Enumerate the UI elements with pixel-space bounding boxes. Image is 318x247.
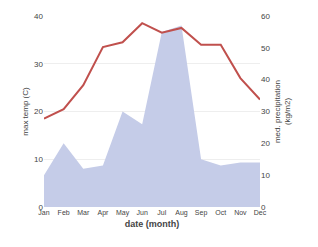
svg-text:Aug: Aug <box>175 209 188 217</box>
svg-text:Apr: Apr <box>97 209 109 217</box>
svg-text:40: 40 <box>34 12 43 21</box>
svg-text:Oct: Oct <box>215 209 226 216</box>
svg-text:Jun: Jun <box>137 209 148 216</box>
svg-text:date (month): date (month) <box>125 219 180 229</box>
svg-text:Sep: Sep <box>195 209 208 217</box>
svg-text:max temp (C): max temp (C) <box>21 87 30 136</box>
svg-text:med. precipitation(kg/m2): med. precipitation(kg/m2) <box>273 80 292 143</box>
svg-text:10: 10 <box>34 155 43 164</box>
svg-text:30: 30 <box>261 107 270 116</box>
svg-text:20: 20 <box>261 139 270 148</box>
svg-text:Nov: Nov <box>234 209 247 216</box>
svg-text:0: 0 <box>39 203 44 212</box>
svg-text:60: 60 <box>261 12 270 21</box>
svg-text:50: 50 <box>261 44 270 53</box>
svg-text:30: 30 <box>34 60 43 69</box>
svg-text:Mar: Mar <box>77 209 90 216</box>
svg-text:0: 0 <box>261 203 266 212</box>
svg-text:May: May <box>116 209 130 217</box>
svg-text:20: 20 <box>34 107 43 116</box>
svg-text:Feb: Feb <box>58 209 70 216</box>
svg-text:Dec: Dec <box>254 209 267 216</box>
svg-text:Jul: Jul <box>157 209 166 216</box>
svg-text:40: 40 <box>261 75 270 84</box>
svg-text:10: 10 <box>261 171 270 180</box>
svg-text:Jan: Jan <box>38 209 49 216</box>
